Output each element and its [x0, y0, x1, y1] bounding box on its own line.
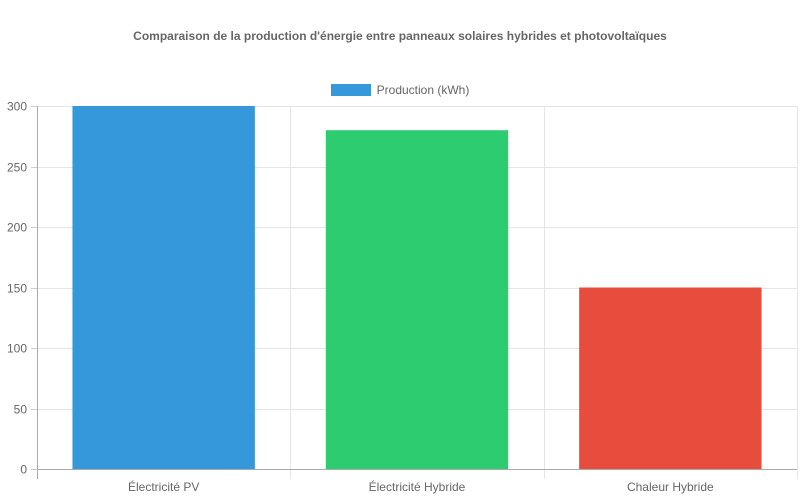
bar[interactable] [579, 287, 762, 470]
chart-title: Comparaison de la production d'énergie e… [133, 29, 667, 43]
legend: Production (kWh) [0, 83, 800, 97]
legend-label[interactable]: Production (kWh) [376, 83, 470, 97]
y-tick-label: 50 [14, 403, 28, 417]
y-tick-label: 300 [7, 100, 27, 114]
legend-swatch[interactable] [330, 84, 371, 96]
x-tick-label: Électricité Hybride [369, 479, 466, 494]
x-tick-label: Électricité PV [128, 479, 199, 494]
y-tick-label: 250 [7, 161, 27, 175]
bar[interactable] [72, 106, 255, 469]
y-tick-label: 200 [7, 221, 27, 235]
bar[interactable] [325, 130, 509, 469]
y-tick-label: 0 [20, 463, 27, 477]
y-tick-label: 150 [7, 282, 27, 296]
y-tick-label: 100 [7, 342, 27, 356]
x-tick-label: Chaleur Hybride [627, 480, 714, 494]
